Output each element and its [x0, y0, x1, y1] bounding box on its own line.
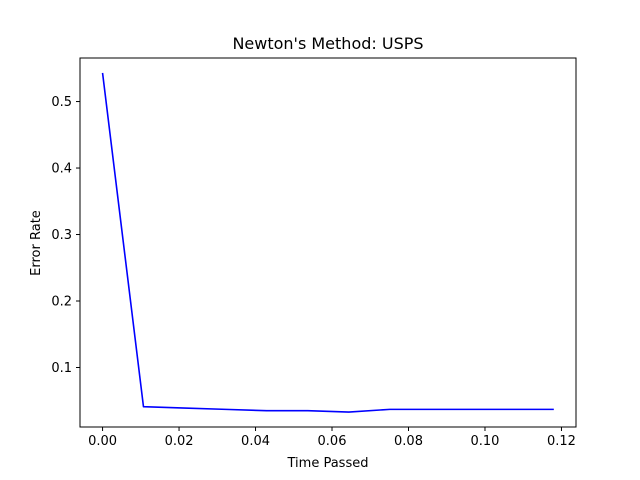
x-tick-label: 0.00 [88, 434, 117, 449]
chart-title: Newton's Method: USPS [232, 34, 423, 53]
y-axis: 0.1 0.2 0.3 0.4 0.5 [51, 95, 80, 376]
y-tick-label: 0.2 [51, 295, 72, 310]
x-axis-title: Time Passed [287, 456, 369, 471]
x-axis: 0.00 0.02 0.04 0.06 0.08 0.10 0.12 [88, 427, 576, 449]
y-tick-label: 0.1 [51, 361, 72, 376]
y-tick-label: 0.4 [51, 162, 72, 177]
y-axis-title: Error Rate [29, 210, 44, 276]
y-tick-label: 0.5 [51, 95, 72, 110]
x-tick-label: 0.12 [547, 434, 576, 449]
x-tick-label: 0.06 [318, 434, 347, 449]
x-tick-label: 0.08 [394, 434, 423, 449]
plot-area [79, 57, 577, 428]
x-tick-label: 0.04 [241, 434, 270, 449]
x-tick-label: 0.10 [471, 434, 500, 449]
y-tick-label: 0.3 [51, 228, 72, 243]
x-tick-label: 0.02 [165, 434, 194, 449]
plot-frame [79, 57, 577, 428]
series-line-0 [101, 72, 554, 413]
